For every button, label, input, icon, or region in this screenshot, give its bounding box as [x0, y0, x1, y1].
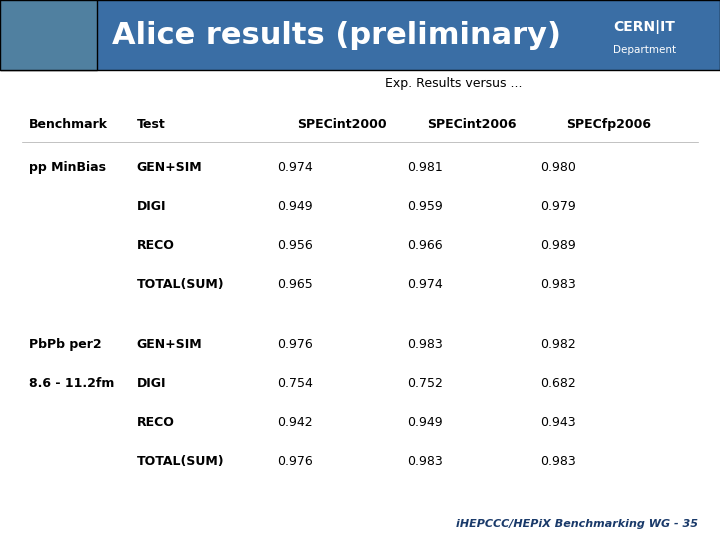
- Text: 0.949: 0.949: [278, 200, 313, 213]
- Text: pp MinBias: pp MinBias: [29, 161, 106, 174]
- Text: iHEPCCC/HEPiX Benchmarking WG - 35: iHEPCCC/HEPiX Benchmarking WG - 35: [456, 519, 698, 529]
- FancyBboxPatch shape: [0, 0, 97, 70]
- Text: Department: Department: [613, 45, 676, 55]
- Text: 0.949: 0.949: [408, 416, 443, 429]
- Text: DIGI: DIGI: [137, 377, 166, 390]
- Text: 0.981: 0.981: [407, 161, 443, 174]
- Text: 0.682: 0.682: [540, 377, 576, 390]
- Text: 0.979: 0.979: [540, 200, 576, 213]
- Text: Alice results (preliminary): Alice results (preliminary): [112, 21, 561, 50]
- Text: RECO: RECO: [137, 416, 175, 429]
- Text: 0.989: 0.989: [540, 239, 576, 252]
- Text: 0.754: 0.754: [277, 377, 313, 390]
- Text: 0.976: 0.976: [277, 455, 313, 468]
- Text: CERN|IT: CERN|IT: [613, 20, 675, 34]
- Text: Benchmark: Benchmark: [29, 118, 108, 131]
- Text: TOTAL(SUM): TOTAL(SUM): [137, 278, 225, 291]
- Text: PbPb per2: PbPb per2: [29, 338, 102, 351]
- Text: SPECint2000: SPECint2000: [297, 118, 387, 131]
- Text: 0.983: 0.983: [540, 455, 576, 468]
- Text: 0.943: 0.943: [541, 416, 576, 429]
- FancyBboxPatch shape: [0, 0, 720, 70]
- Text: 0.983: 0.983: [407, 338, 443, 351]
- Text: GEN+SIM: GEN+SIM: [137, 161, 202, 174]
- Text: 0.956: 0.956: [277, 239, 313, 252]
- Text: 0.980: 0.980: [540, 161, 576, 174]
- Text: 0.976: 0.976: [277, 338, 313, 351]
- Text: Exp. Results versus ...: Exp. Results versus ...: [385, 77, 523, 90]
- Text: RECO: RECO: [137, 239, 175, 252]
- Text: SPECint2006: SPECint2006: [427, 118, 516, 131]
- Text: 0.974: 0.974: [277, 161, 313, 174]
- Text: 0.965: 0.965: [277, 278, 313, 291]
- Text: 0.983: 0.983: [407, 455, 443, 468]
- Text: GEN+SIM: GEN+SIM: [137, 338, 202, 351]
- Text: DIGI: DIGI: [137, 200, 166, 213]
- Text: 0.966: 0.966: [408, 239, 443, 252]
- Text: 0.982: 0.982: [540, 338, 576, 351]
- Text: 0.942: 0.942: [278, 416, 313, 429]
- Text: 0.959: 0.959: [407, 200, 443, 213]
- Text: TOTAL(SUM): TOTAL(SUM): [137, 455, 225, 468]
- Text: Test: Test: [137, 118, 166, 131]
- Text: 0.974: 0.974: [407, 278, 443, 291]
- Text: 0.983: 0.983: [540, 278, 576, 291]
- Text: SPECfp2006: SPECfp2006: [566, 118, 651, 131]
- Text: 8.6 - 11.2fm: 8.6 - 11.2fm: [29, 377, 114, 390]
- Text: 0.752: 0.752: [407, 377, 443, 390]
